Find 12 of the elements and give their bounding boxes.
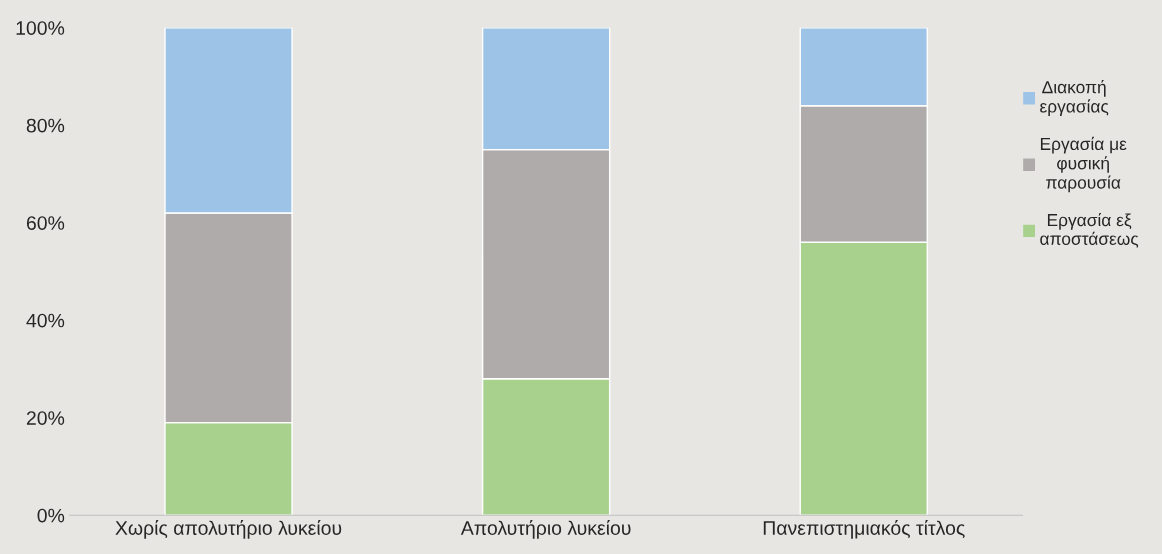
y-tick-label: 100%	[16, 21, 65, 35]
legend-label: Διακοπή εργασίας	[1040, 80, 1109, 117]
y-tick-label: 20%	[26, 411, 65, 425]
y-tick-label: 80%	[26, 118, 65, 133]
x-tick-label: Χωρίς απολυτήριο λυκείου	[115, 520, 342, 539]
x-tick-label: Πανεπιστημιακός τίτλος	[763, 520, 965, 539]
y-tick-label: 60%	[26, 216, 65, 230]
legend-label: Εργασία με φυσική παρουσία	[1040, 136, 1127, 193]
y-tick-label: 0%	[37, 508, 65, 523]
x-tick-label: Απολυτήριο λυκείου	[460, 520, 631, 539]
legend-label: Εργασία εξ αποστάσεως	[1040, 212, 1139, 248]
y-tick-label: 40%	[26, 313, 65, 328]
